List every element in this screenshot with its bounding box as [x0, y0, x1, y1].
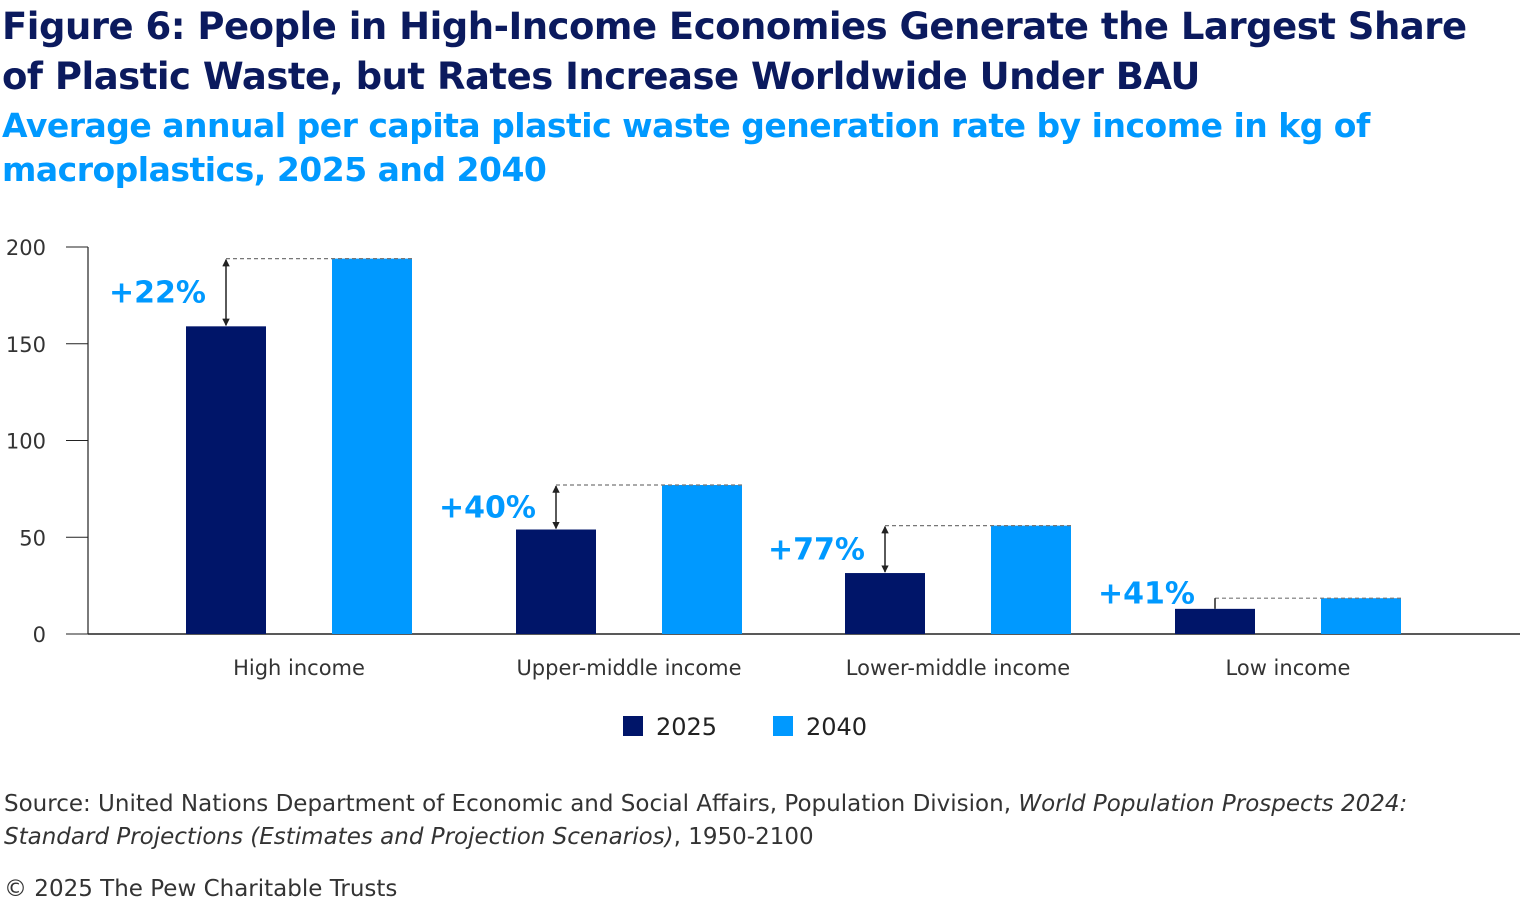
bar-2040	[991, 525, 1071, 634]
change-label: +77%	[768, 532, 865, 567]
y-tick-label: 0	[33, 623, 46, 647]
bar-2025	[1175, 608, 1255, 634]
legend-label-2040: 2040	[806, 713, 867, 741]
x-category-label: High income	[233, 656, 365, 680]
bar-2040	[332, 258, 412, 634]
source-suffix: , 1950-2100	[673, 824, 814, 850]
bar-chart: 0 50 100 150 200 +22% High income +40% Upper-mid…	[6, 236, 1520, 741]
y-tick-label: 100	[6, 430, 46, 454]
change-label: +40%	[439, 490, 536, 525]
y-tick-label: 150	[6, 333, 46, 357]
bar-2025	[845, 573, 925, 634]
source-prefix: Source: United Nations Department of Eco…	[4, 791, 1019, 817]
legend-label-2025: 2025	[656, 713, 717, 741]
x-category-label: Low income	[1226, 656, 1351, 680]
legend-swatch-2040	[773, 716, 793, 736]
bar-2040	[1321, 598, 1401, 634]
y-tick-label: 50	[19, 526, 46, 550]
bar-2025	[186, 326, 266, 634]
legend-swatch-2025	[623, 716, 643, 736]
change-label: +22%	[109, 275, 206, 310]
source-note: Source: United Nations Department of Eco…	[4, 788, 1504, 854]
bar-2040	[662, 485, 742, 634]
source-title: World Population Prospects 2024: Standar…	[4, 791, 1408, 850]
bar-2025	[516, 529, 596, 634]
figure-subtitle: Average annual per capita plastic waste …	[2, 106, 1370, 189]
y-tick-label: 200	[6, 236, 46, 260]
copyright: © 2025 The Pew Charitable Trusts	[4, 876, 398, 902]
change-label: +41%	[1098, 577, 1195, 612]
x-category-label: Upper-middle income	[516, 656, 741, 680]
x-category-label: Lower-middle income	[846, 656, 1070, 680]
figure-title: Figure 6: People in High-Income Economie…	[2, 5, 1467, 98]
